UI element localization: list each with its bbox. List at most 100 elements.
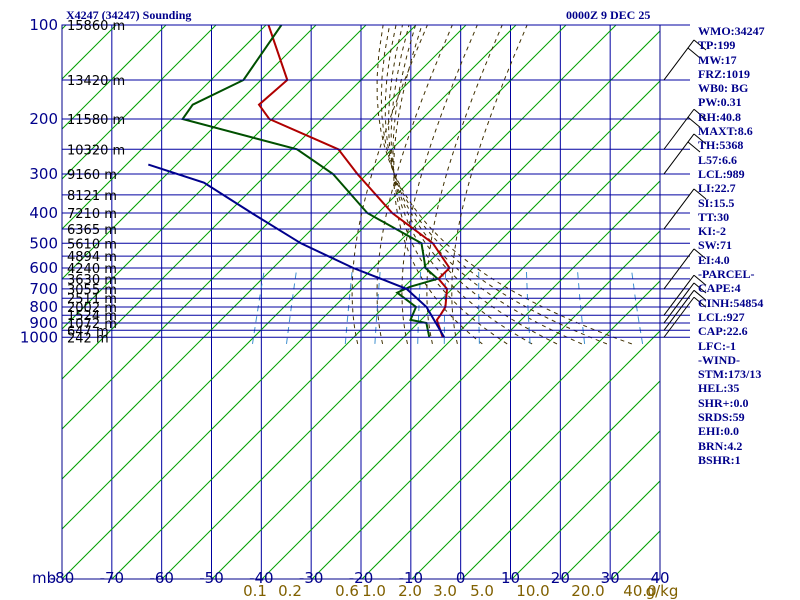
barb-feather (693, 133, 707, 145)
temp-tick-label: 40 (650, 569, 669, 587)
parcel-path (147, 163, 446, 338)
height-label: 647 m (67, 324, 109, 339)
barb-shaft (663, 39, 695, 81)
temperature-profile (257, 25, 451, 338)
barb-feather (687, 116, 701, 128)
mixing-ratio-label: 0.6 (335, 582, 359, 600)
index-item: SHR+:0.0 (698, 395, 749, 410)
index-item: -PARCEL- (698, 267, 755, 282)
wind-barb (663, 133, 707, 175)
mixing-ratio-line (374, 267, 381, 344)
moist-adiabat (392, 25, 508, 345)
index-item: LCL:989 (698, 166, 745, 181)
pressure-tick-label: 400 (29, 204, 58, 222)
index-item: FRZ:1019 (698, 66, 750, 81)
dry-adiabat (0, 19, 22, 579)
pressure-tick-label: 900 (29, 314, 58, 332)
moist-adiabat (376, 25, 453, 345)
index-item: MAXT:8.6 (698, 124, 753, 139)
dry-adiabat (62, 25, 617, 579)
moist-adiabat (384, 25, 583, 345)
barb-feather (693, 39, 707, 51)
pressure-tick-label: 200 (29, 110, 58, 128)
sounding-indices: WMO:34247 TP:199 MW:17 FRZ:1019 WB0: BG PW:0.… (698, 24, 798, 467)
barb-shaft (663, 188, 695, 230)
mixing-ratio-label: g/kg (646, 582, 679, 600)
pressure-tick-label: 800 (29, 298, 58, 316)
index-item: KI:-2 (698, 224, 726, 239)
index-item: BRN:4.2 (698, 438, 743, 453)
dry-adiabat (411, 330, 660, 579)
mixing-ratio-line (630, 267, 644, 344)
wind-barb (663, 188, 707, 230)
height-label: 4894 m (67, 250, 117, 265)
mixing-ratio-line (286, 267, 298, 344)
index-item: LI:22.7 (698, 181, 736, 196)
wind-barb (663, 108, 707, 150)
mixing-ratio-line (576, 267, 586, 344)
dry-adiabat (261, 180, 660, 579)
dry-adiabat (62, 25, 267, 230)
dry-adiabat (111, 30, 660, 579)
mixing-ratio-line (252, 267, 266, 344)
index-item: RH:40.8 (698, 109, 741, 124)
barb-feather (693, 248, 707, 260)
dewpoint-profile (180, 25, 440, 338)
temp-tick-label: 0 (456, 569, 466, 587)
mixing-ratio-label: 5.0 (470, 582, 494, 600)
height-label: 13420 m (67, 74, 125, 89)
barb-shaft (663, 108, 695, 150)
dry-adiabat (211, 130, 660, 579)
dry-adiabat (62, 25, 417, 380)
index-item: WB0: BG (698, 81, 749, 96)
index-item: WMO:34247 (698, 24, 765, 38)
dry-adiabat (62, 25, 167, 130)
index-item: STM:173/13 (698, 367, 762, 382)
moist-adiabat (376, 25, 632, 345)
dry-adiabat (62, 25, 367, 330)
mixing-ratio-line (525, 267, 531, 344)
moist-adiabat (401, 25, 478, 345)
height-label: 3055 m (67, 283, 117, 298)
temp-tick-label: 10 (501, 569, 520, 587)
mixing-ratio-label: 3.0 (433, 582, 457, 600)
dry-adiabat (361, 280, 660, 579)
index-item: LFC:-1 (698, 338, 736, 353)
index-item: HEL:35 (698, 381, 740, 396)
height-label: 2511 m (67, 292, 117, 307)
mixing-ratio-label: 0.2 (278, 582, 302, 600)
pressure-tick-label: 1000 (20, 328, 58, 346)
mixing-ratio-label: 2.0 (398, 582, 422, 600)
index-item: BSHR:1 (698, 452, 741, 467)
barb-shaft (663, 296, 695, 338)
index-item: SRDS:59 (698, 410, 745, 425)
height-label: 10320 m (67, 143, 125, 158)
height-label: 4240 m (67, 262, 117, 277)
wind-barb (663, 274, 707, 316)
index-item: CINH:54854 (698, 295, 764, 310)
index-item: TT:30 (698, 209, 730, 224)
index-item: LCL:927 (698, 309, 745, 324)
height-label: 3630 m (67, 273, 117, 288)
index-item: MW:17 (698, 52, 737, 67)
height-label: 6365 m (67, 223, 117, 238)
wind-barb (663, 296, 707, 338)
wind-barb (663, 282, 707, 324)
height-label: 2002 m (67, 301, 117, 316)
index-item: TH:5368 (698, 138, 744, 153)
index-item: SW:71 (698, 238, 733, 253)
index-item: PW:0.31 (698, 95, 742, 110)
pressure-tick-label: 700 (29, 280, 58, 298)
barb-feather (693, 108, 707, 120)
barb-feather (687, 141, 701, 153)
pressure-tick-label: 600 (29, 259, 58, 277)
barb-feather (693, 188, 707, 200)
index-item: EHI:0.0 (698, 424, 740, 439)
temp-tick-label: -50 (199, 569, 224, 587)
barb-feather (693, 274, 707, 286)
index-item: CAPE:4 (698, 281, 741, 296)
height-label: 11580 m (67, 113, 125, 128)
mixing-ratio-line (443, 267, 447, 344)
temp-tick-label: -30 (299, 569, 324, 587)
